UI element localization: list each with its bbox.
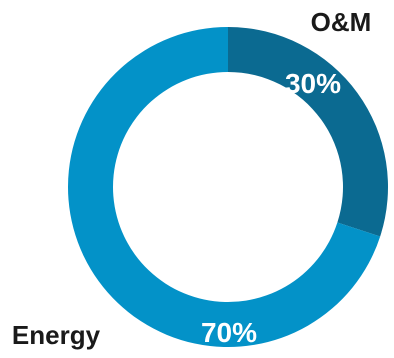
category-label-om: O&M bbox=[311, 7, 372, 37]
category-label-energy: Energy bbox=[12, 320, 101, 350]
donut-slices bbox=[68, 27, 389, 347]
donut-slice-o-m bbox=[228, 27, 389, 237]
slice-value-label-om: 30% bbox=[285, 68, 341, 99]
slice-value-label-energy: 70% bbox=[201, 317, 257, 348]
